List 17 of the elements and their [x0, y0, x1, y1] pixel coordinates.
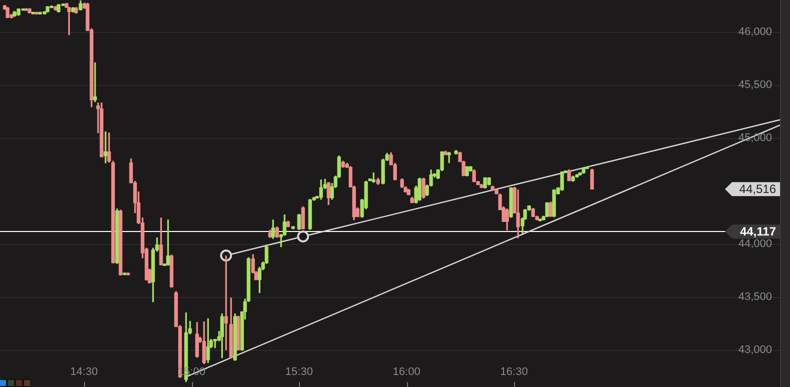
- x-tick-label: 16:30: [500, 366, 528, 378]
- y-tick-label: 43,000: [738, 344, 772, 356]
- x-tick-label: 15:30: [285, 366, 313, 378]
- y-tick-label: 43,500: [738, 290, 772, 303]
- candlestick: [67, 6, 71, 36]
- candlestick: [224, 256, 228, 350]
- candlestick: [104, 131, 108, 164]
- x-tick-label: 14:30: [70, 366, 98, 378]
- candlestick: [166, 220, 170, 266]
- y-tick-label: 44,000: [738, 238, 772, 250]
- y-tick-label: 46,000: [738, 26, 772, 38]
- y-tick-label: 45,500: [738, 78, 772, 91]
- candlestick: [447, 152, 451, 164]
- annotation: 44,516: [739, 182, 776, 196]
- candlestick: [93, 62, 97, 102]
- x-tick-label: 16:00: [392, 366, 420, 378]
- ref-line-label: 44,117: [740, 224, 776, 238]
